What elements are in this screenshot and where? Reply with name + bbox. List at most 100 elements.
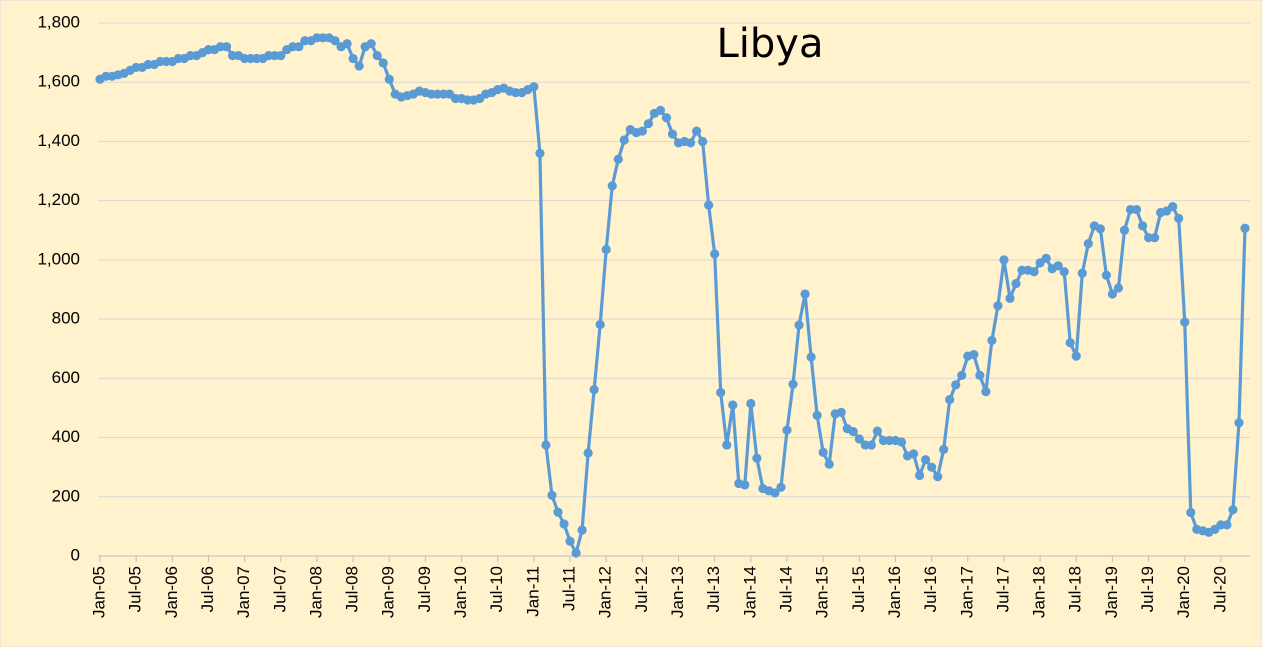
data-point — [945, 395, 955, 405]
x-tick-label: Jan-05 — [89, 566, 108, 618]
data-point — [794, 320, 804, 330]
data-point — [595, 319, 605, 330]
data-point — [854, 434, 864, 444]
data-point — [619, 135, 629, 145]
x-tick-label: Jul-13 — [704, 566, 723, 612]
data-point — [547, 490, 557, 500]
x-tick-label: Jan-17 — [957, 566, 976, 618]
data-point — [975, 370, 985, 380]
y-tick-label: 400 — [52, 427, 80, 446]
data-point — [541, 440, 551, 450]
data-point — [746, 398, 756, 409]
data-point — [1228, 505, 1238, 515]
x-tick-label: Jan-10 — [451, 566, 470, 618]
data-point — [1150, 233, 1160, 243]
y-tick-label: 1,000 — [37, 249, 80, 268]
data-point — [987, 335, 997, 346]
data-point — [896, 437, 907, 447]
y-tick-label: 1,600 — [37, 72, 80, 91]
y-tick-label: 0 — [71, 545, 80, 564]
data-point — [770, 488, 780, 498]
data-point — [698, 136, 708, 147]
data-point — [643, 119, 653, 129]
data-point — [800, 289, 810, 299]
x-tick-label: Jul-06 — [198, 566, 217, 612]
data-point — [221, 42, 232, 52]
data-point — [782, 425, 792, 435]
data-point — [1083, 239, 1093, 249]
data-point — [583, 448, 593, 458]
data-point — [342, 39, 352, 49]
data-point — [1137, 221, 1148, 231]
data-point — [999, 255, 1009, 265]
x-tick-label: Jul-16 — [921, 566, 940, 612]
data-point — [908, 449, 919, 459]
data-point — [366, 39, 376, 49]
data-point — [806, 352, 816, 362]
data-point — [939, 444, 949, 454]
data-point — [722, 440, 732, 450]
x-tick-label: Jan-06 — [162, 566, 181, 618]
x-tick-label: Jul-05 — [126, 566, 145, 612]
x-tick-label: Jan-18 — [1030, 566, 1049, 618]
x-tick-label: Jan-13 — [668, 566, 687, 618]
data-point — [613, 154, 623, 164]
data-point — [384, 74, 394, 84]
data-point — [921, 455, 931, 465]
data-point — [776, 482, 786, 492]
data-point — [607, 181, 617, 191]
data-point — [529, 82, 539, 92]
x-tick-label: Jan-07 — [234, 566, 253, 618]
data-point — [535, 148, 545, 158]
x-tick-label: Jul-09 — [415, 566, 434, 612]
x-tick-label: Jan-15 — [813, 566, 832, 618]
data-point — [637, 126, 647, 136]
chart-title: Libya — [717, 21, 824, 67]
x-tick-label: Jul-10 — [487, 566, 506, 612]
data-point — [565, 536, 575, 546]
data-point — [1005, 293, 1015, 303]
data-point — [667, 129, 678, 139]
data-point — [553, 507, 563, 517]
data-point — [812, 410, 822, 420]
x-tick-label: Jul-15 — [849, 566, 868, 612]
x-tick-label: Jul-08 — [343, 566, 362, 612]
data-point — [1029, 267, 1039, 277]
x-tick-label: Jan-12 — [596, 566, 615, 618]
data-point — [661, 113, 672, 123]
x-tick-label: Jan-11 — [523, 566, 542, 617]
data-point — [933, 472, 943, 482]
x-tick-label: Jan-09 — [379, 566, 398, 618]
data-point — [1059, 267, 1069, 277]
x-tick-label: Jul-20 — [1210, 566, 1229, 612]
x-tick-label: Jul-17 — [993, 566, 1012, 612]
data-point — [914, 470, 925, 481]
data-point — [1168, 201, 1178, 212]
data-point — [836, 407, 846, 417]
y-tick-label: 1,400 — [37, 131, 80, 150]
data-point — [927, 462, 937, 472]
data-point — [1113, 283, 1124, 293]
data-point — [348, 53, 358, 64]
data-point — [752, 453, 762, 463]
data-point — [685, 138, 696, 148]
data-point — [957, 370, 967, 380]
data-point — [1095, 224, 1105, 234]
data-point — [577, 525, 587, 535]
data-point — [1071, 351, 1081, 361]
y-tick-label: 200 — [52, 486, 80, 505]
x-tick-label: Jan-14 — [740, 566, 759, 618]
y-tick-label: 800 — [52, 309, 80, 328]
x-tick-label: Jul-11 — [560, 566, 579, 611]
data-point — [601, 244, 611, 255]
data-point — [1011, 278, 1021, 289]
x-tick-label: Jul-14 — [776, 566, 795, 612]
data-point — [824, 459, 834, 469]
data-point — [1077, 268, 1087, 278]
data-point — [1240, 223, 1250, 233]
data-point — [1101, 270, 1111, 280]
data-point — [1065, 338, 1075, 348]
data-point — [1119, 225, 1130, 235]
data-point — [872, 426, 882, 436]
